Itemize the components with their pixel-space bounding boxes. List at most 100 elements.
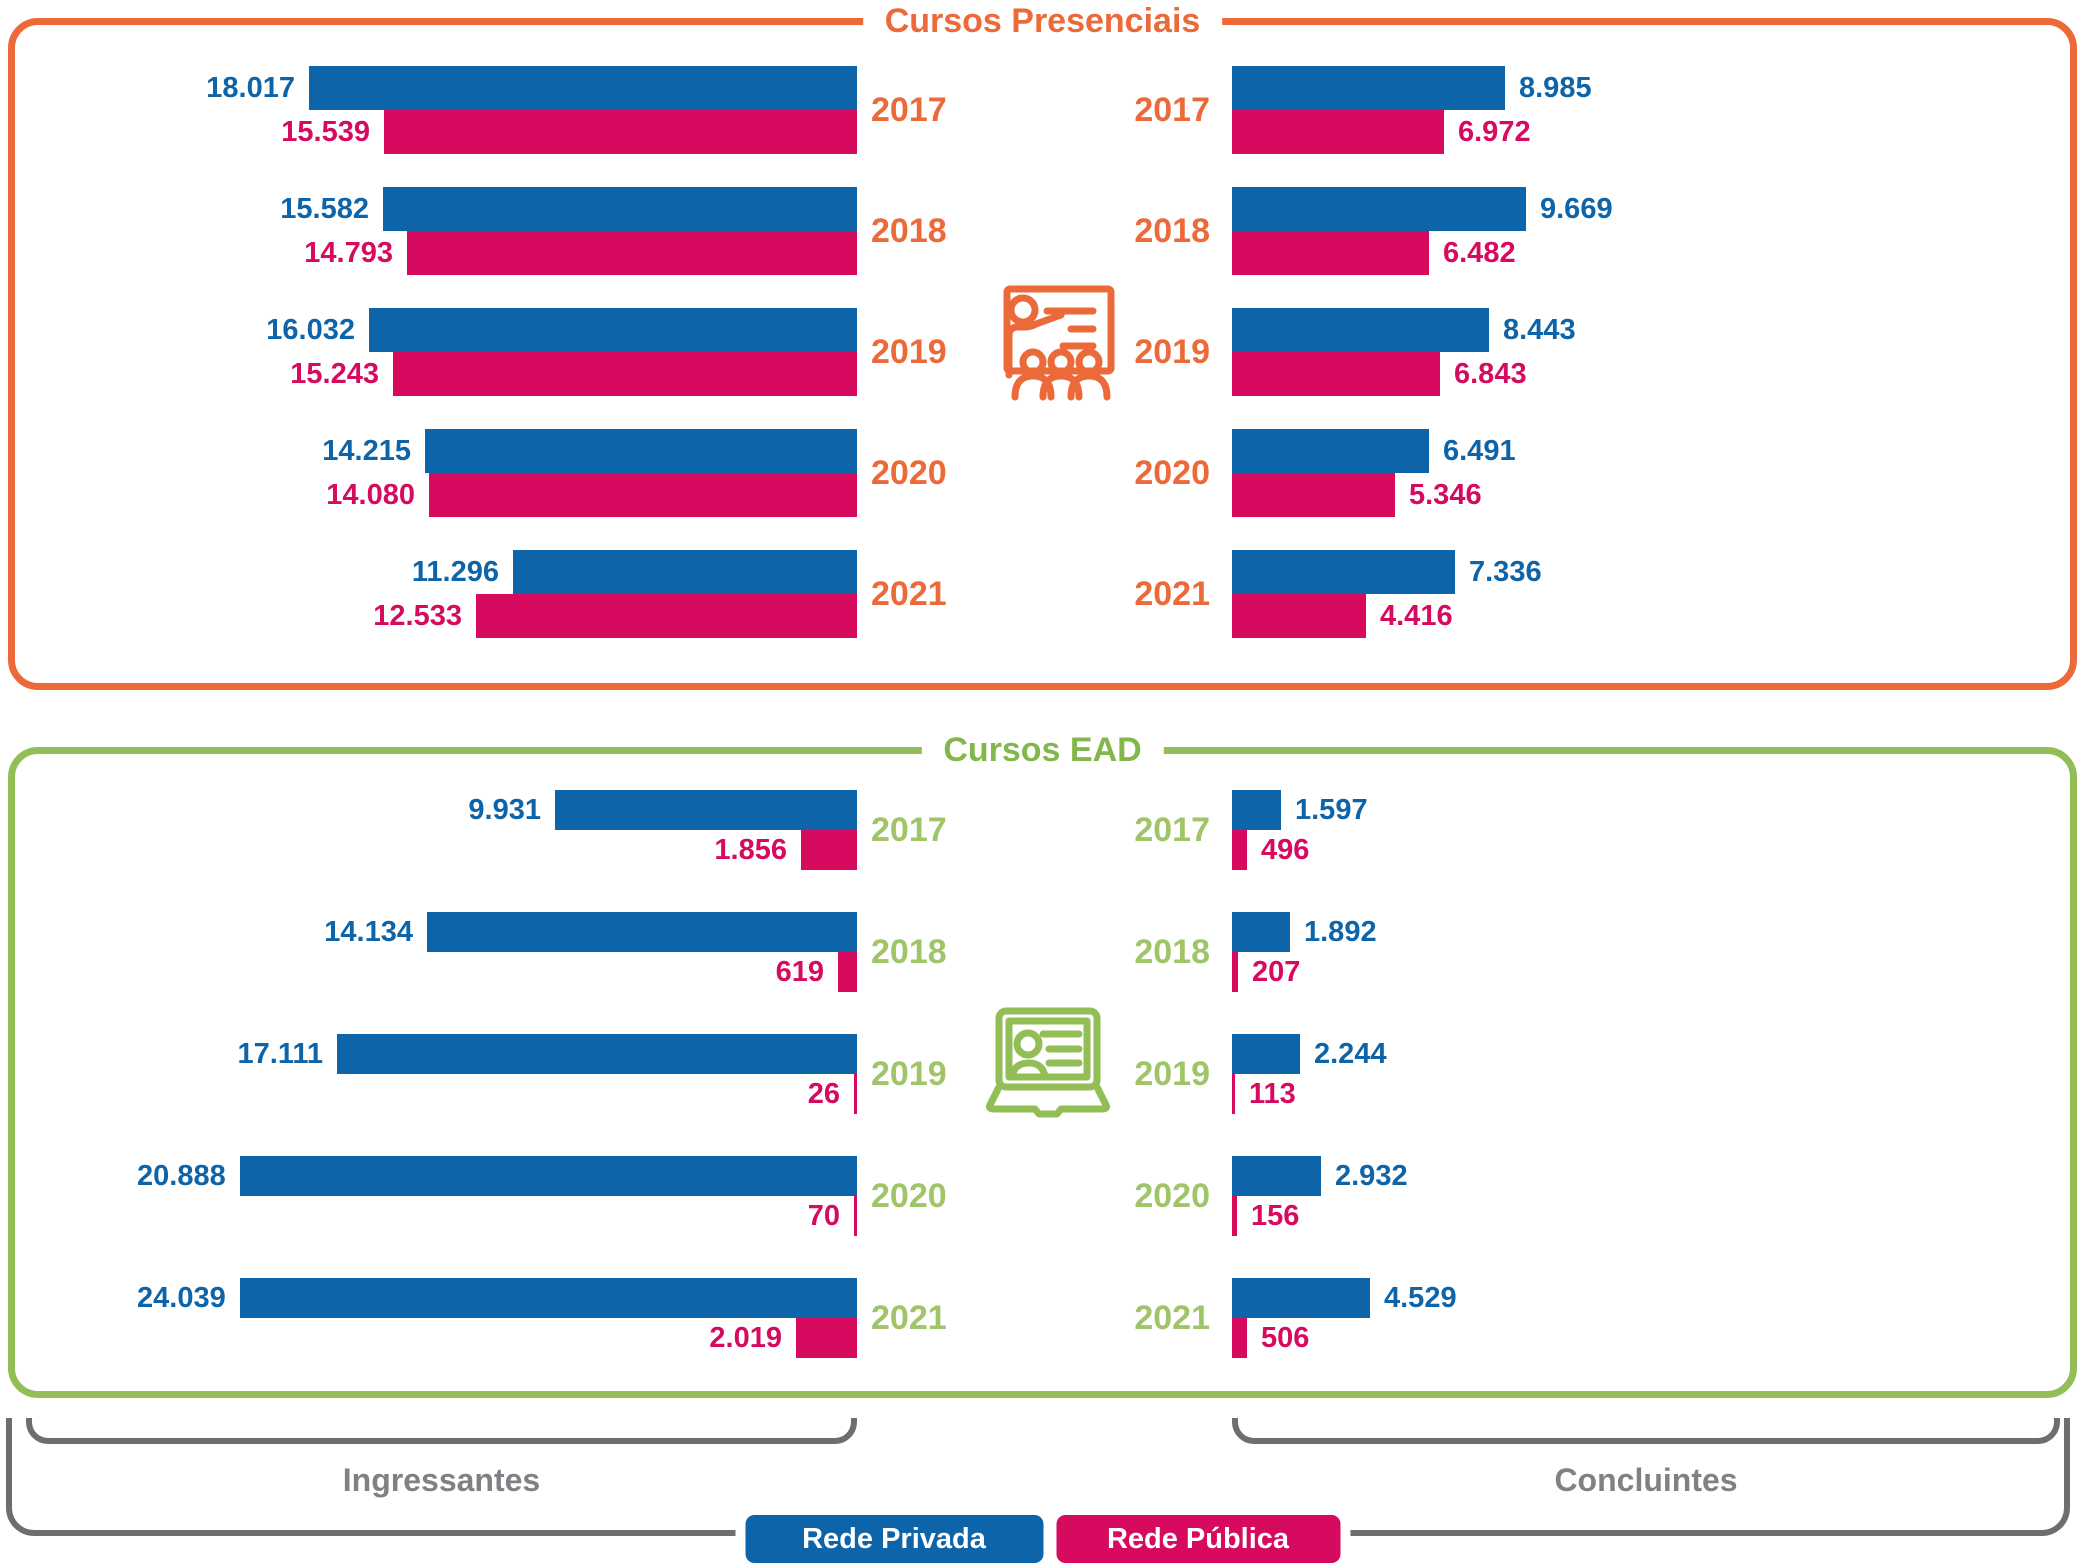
value-label: 24.039 [137,1281,226,1314]
bar-rede-pública [1232,473,1395,517]
value-label: 15.243 [290,357,379,390]
year-label: 2021 [1134,1298,1210,1337]
bar-rede-privada [1232,790,1281,830]
value-label: 14.080 [326,478,415,511]
year-row: 2018 9.669 6.482 [1112,187,1952,275]
group-ead-concluintes: 2017 1.597 496 2018 1.892 207 2019 2.244 113 2020… [1112,790,1952,1358]
year-row: 20.888 70 2020 [137,1156,967,1236]
year-row: 2020 6.491 5.346 [1112,429,1952,517]
year-row: 2017 1.597 496 [1112,790,1952,870]
year-label: 2020 [871,453,947,492]
year-row: 2017 8.985 6.972 [1112,66,1952,154]
value-label: 8.443 [1503,313,1576,346]
value-label: 8.985 [1519,71,1592,104]
bar-rede-privada [425,429,857,473]
year-row: 2018 1.892 207 [1112,912,1952,992]
bar-rede-pública [1232,1318,1247,1358]
bar-rede-privada [1232,1278,1370,1318]
bar-rede-privada [1232,1156,1321,1196]
bar-rede-privada [1232,912,1290,952]
bar-rede-privada [309,66,857,110]
value-label: 12.533 [373,599,462,632]
bar-rede-pública [1232,594,1366,638]
value-label: 156 [1251,1199,1300,1232]
year-label: 2017 [871,90,947,129]
year-label: 2019 [871,1054,947,1093]
year-row: 2019 2.244 113 [1112,1034,1952,1114]
bar-rede-privada [427,912,857,952]
bar-rede-privada [337,1034,857,1074]
year-row: 15.582 14.793 2018 [137,187,967,275]
year-label: 2019 [871,332,947,371]
year-row: 16.032 15.243 2019 [137,308,967,396]
year-label: 2021 [871,1298,947,1337]
bar-rede-pública [796,1318,857,1358]
bar-rede-privada [1232,66,1505,110]
value-label: 7.336 [1469,555,1542,588]
year-row: 18.017 15.539 2017 [137,66,967,154]
bar-rede-pública [1232,352,1440,396]
value-label: 6.972 [1458,115,1531,148]
bar-rede-pública [854,1196,857,1236]
year-label: 2021 [871,574,947,613]
value-label: 207 [1252,955,1301,988]
year-row: 17.111 26 2019 [137,1034,967,1114]
legend-rede-publica: Rede Pública [1056,1515,1340,1563]
year-row: 11.296 12.533 2021 [137,550,967,638]
label-ingressantes: Ingressantes [342,1462,541,1498]
value-label: 14.134 [324,915,413,948]
bar-rede-pública [407,231,857,275]
value-label: 4.529 [1384,1281,1457,1314]
bar-rede-privada [1232,429,1429,473]
bar-rede-pública [838,952,857,992]
laptop-icon [983,1006,1113,1126]
bar-rede-privada [1232,1034,1300,1074]
year-label: 2018 [871,932,947,971]
bar-rede-pública [1232,231,1429,275]
group-ead-ingressantes: 9.931 1.856 2017 14.134 619 2018 17.111 26 2019 2… [137,790,967,1358]
value-label: 2.019 [709,1321,782,1354]
legend-rede-privada: Rede Privada [745,1515,1043,1563]
bar-rede-pública [1232,952,1238,992]
presentation-icon [967,283,1117,408]
year-label: 2021 [1134,574,1210,613]
bar-rede-privada [369,308,857,352]
year-label: 2019 [1134,1054,1210,1093]
value-label: 15.582 [280,192,369,225]
panel-cursos-presenciais: Cursos Presenciais 18.017 15.539 2017 15.58… [8,1,2077,690]
year-label: 2020 [871,1176,947,1215]
year-row: 2019 8.443 6.843 [1112,308,1952,396]
value-label: 9.669 [1540,192,1613,225]
value-label: 496 [1261,833,1310,866]
year-label: 2019 [1134,332,1210,371]
value-label: 506 [1261,1321,1310,1354]
value-label: 2.932 [1335,1159,1408,1192]
value-label: 6.843 [1454,357,1527,390]
value-label: 6.482 [1443,236,1516,269]
value-label: 619 [775,955,824,988]
year-label: 2017 [1134,810,1210,849]
value-label: 4.416 [1380,599,1453,632]
bar-rede-privada [239,1278,857,1318]
year-label: 2017 [871,810,947,849]
value-label: 16.032 [266,313,355,346]
value-label: 5.346 [1409,478,1482,511]
value-label: 70 [807,1199,840,1232]
year-label: 2020 [1134,1176,1210,1215]
value-label: 11.296 [411,555,499,588]
label-concluintes: Concluintes [1554,1462,1738,1498]
bar-rede-privada [1232,550,1455,594]
group-presencial-concluintes: 2017 8.985 6.972 2018 9.669 6.482 2019 8.443 6.8… [1112,66,1952,638]
bar-rede-pública [854,1074,857,1114]
bar-rede-pública [393,352,857,396]
value-label: 26 [807,1077,840,1110]
bar-rede-pública [1232,1074,1235,1114]
year-label: 2018 [1134,932,1210,971]
bar-rede-privada [513,550,857,594]
year-label: 2017 [1134,90,1210,129]
value-label: 6.491 [1443,434,1516,467]
year-label: 2018 [871,211,947,250]
panel-title-presenciais: Cursos Presenciais [862,1,1223,41]
year-row: 9.931 1.856 2017 [137,790,967,870]
